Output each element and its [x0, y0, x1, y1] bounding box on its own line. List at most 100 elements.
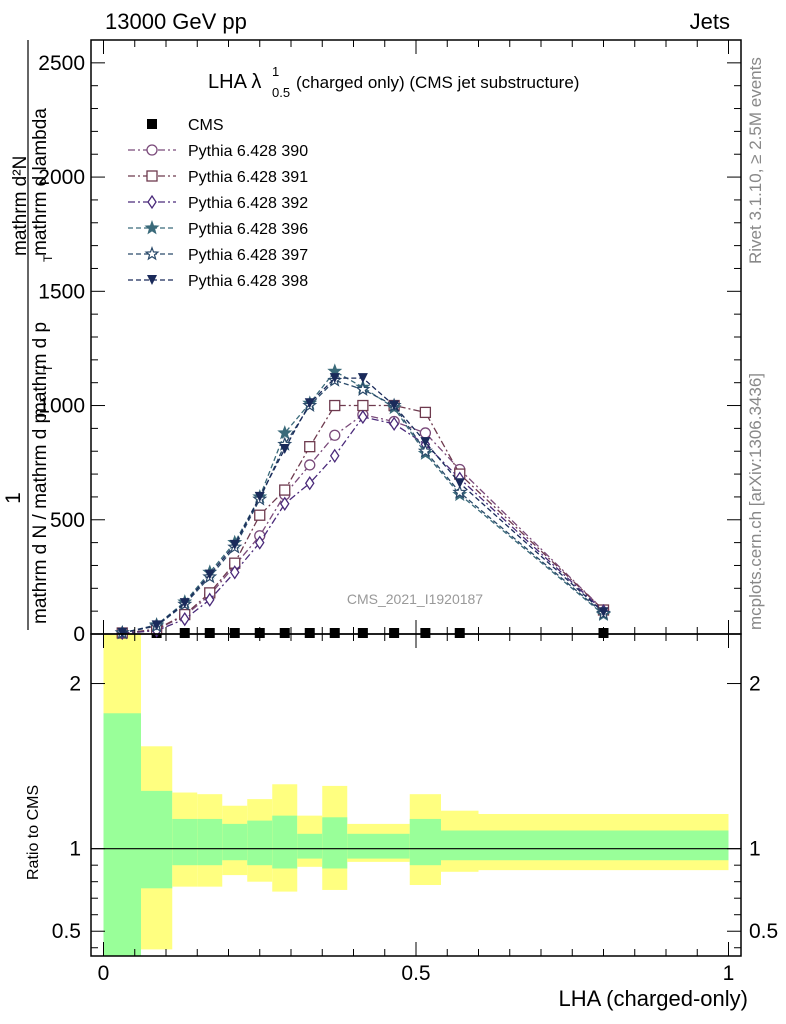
legend-entry-p392: Pythia 6.428 392 — [128, 194, 308, 212]
point-p398 — [454, 478, 465, 489]
main-ylabel: 1 mathrm d N / mathrm d p T mathrm d²N m… — [2, 40, 55, 630]
watermark: CMS_2021_I1920187 — [347, 591, 483, 607]
point-cms — [204, 628, 215, 638]
ratio-ytick-label-right: 2 — [749, 673, 761, 696]
point-p398 — [304, 398, 315, 409]
ratio-xtick-label: 0.5 — [401, 962, 430, 985]
point-p397 — [452, 484, 468, 499]
legend-label: Pythia 6.428 398 — [188, 273, 308, 290]
ratio-band-inner — [322, 817, 348, 869]
legend-marker — [146, 144, 158, 156]
point-p396 — [277, 425, 293, 440]
main-ytick-label: 1500 — [38, 280, 85, 303]
point-cms — [329, 628, 340, 638]
legend-entry-p397: Pythia 6.428 397 — [128, 246, 308, 264]
legend-marker — [144, 246, 160, 261]
series-cms — [117, 628, 609, 638]
point-cms — [279, 628, 290, 638]
ratio-band-inner — [197, 818, 223, 866]
point-p398 — [329, 373, 340, 384]
series-line-p396 — [122, 370, 604, 634]
ylabel-sub-t2: T — [41, 254, 55, 262]
ratio-band-inner — [103, 713, 141, 956]
series-line-p392 — [122, 416, 604, 635]
point-p398 — [279, 443, 290, 454]
point-cms — [304, 628, 315, 638]
point-p392 — [279, 496, 290, 511]
point-cms — [179, 628, 190, 638]
main-ytick-label: 500 — [50, 509, 85, 532]
ylabel-sub-t1: T — [41, 364, 55, 372]
legend-marker — [144, 220, 160, 235]
point-cms — [454, 628, 465, 638]
legend-label: Pythia 6.428 396 — [188, 221, 308, 238]
point-p398 — [151, 620, 162, 631]
legend-label: Pythia 6.428 392 — [188, 195, 308, 212]
point-p398 — [204, 569, 215, 580]
ratio-xtick-label: 1 — [723, 962, 735, 985]
ratio-band-inner — [222, 823, 248, 861]
ratio-band-inner — [378, 833, 410, 859]
point-cms — [229, 628, 240, 638]
ratio-ytick-label: 0.5 — [52, 920, 81, 943]
point-p390 — [419, 427, 432, 439]
ratio-band-inner — [441, 830, 479, 861]
point-p398 — [254, 491, 265, 502]
point-p398 — [598, 607, 609, 618]
legend-label: Pythia 6.428 390 — [188, 143, 308, 160]
ratio-band-inner — [141, 790, 173, 889]
point-p398 — [357, 373, 368, 384]
title-rest: (charged only) (CMS jet substructure) — [296, 73, 579, 92]
rivet-label: Rivet 3.1.10, ≥ 2.5M events — [746, 57, 765, 264]
ylabel-frac-den-tail: mathrm d lambda — [30, 108, 51, 256]
main-ytick-label: 2000 — [38, 166, 85, 189]
ylabel-frac-den: mathrm d p — [30, 322, 51, 418]
point-cms — [357, 628, 368, 638]
legend-marker — [147, 275, 157, 285]
plot-title: LHA λ 1 0.5 (charged only) (CMS jet subs… — [208, 64, 579, 100]
ratio-band-inner — [347, 833, 379, 859]
ratio-band-inner — [247, 820, 273, 866]
legend-label: CMS — [188, 117, 224, 134]
point-p392 — [329, 448, 340, 463]
point-p398 — [229, 539, 240, 550]
xlabel: LHA (charged-only) — [558, 986, 748, 1011]
legend-marker — [146, 170, 158, 182]
legend-entry-p391: Pythia 6.428 391 — [128, 169, 308, 186]
point-p391 — [357, 399, 369, 412]
mcplots-label: mcplots.cern.ch [arXiv:1306.3436] — [746, 373, 765, 630]
ratio-ytick-label: 1 — [69, 838, 81, 861]
point-p391 — [304, 441, 316, 453]
ratio-bands — [91, 634, 741, 956]
point-cms — [420, 628, 431, 638]
point-p390 — [329, 429, 341, 441]
legend-marker — [147, 119, 157, 129]
point-p392 — [358, 409, 368, 425]
point-p390 — [304, 459, 316, 471]
ratio-band-inner — [478, 830, 729, 861]
point-p392 — [179, 611, 190, 627]
point-p398 — [179, 598, 190, 609]
point-p392 — [229, 565, 240, 580]
ratio-ytick-label-right: 1 — [749, 838, 761, 861]
point-p398 — [389, 400, 400, 411]
ratio-xtick-label: 0 — [98, 962, 110, 985]
main-series — [114, 363, 612, 641]
point-cms — [389, 628, 400, 638]
point-p392 — [304, 476, 315, 491]
axes: 0 500 1000 1500 2000 2500 0 0.5 1 0.5 0.5 1 1 2 2 — [38, 39, 778, 985]
ratio-band-inner — [409, 818, 441, 866]
ylabel-denominator: mathrm d N / mathrm d p — [30, 413, 51, 624]
ratio-ytick-label-right: 0.5 — [749, 920, 778, 943]
point-p392 — [204, 592, 215, 607]
legend-label: Pythia 6.428 391 — [188, 169, 308, 186]
point-p397 — [417, 443, 433, 458]
title-main: LHA λ — [208, 71, 261, 93]
point-p397 — [355, 381, 371, 397]
legend-entry-p390: Pythia 6.428 390 — [128, 143, 308, 160]
ratio-band-inner — [272, 815, 298, 869]
series-line-p398 — [122, 377, 604, 634]
ratio-ylabel: Ratio to CMS — [25, 785, 42, 880]
point-p391 — [419, 406, 432, 419]
